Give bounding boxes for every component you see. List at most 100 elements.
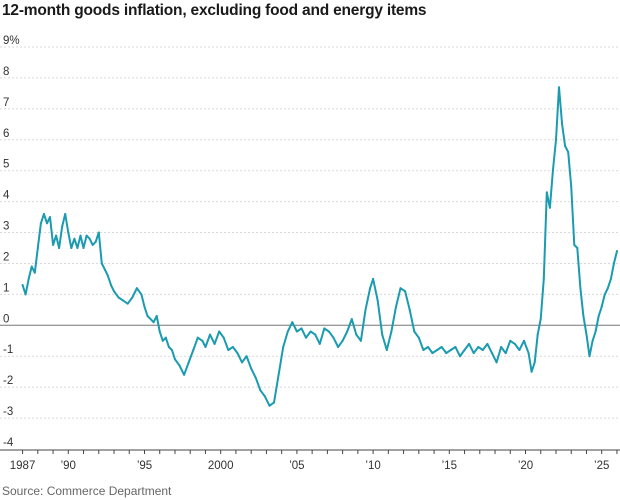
data-point [576, 247, 579, 249]
data-point [227, 349, 230, 352]
data-point [113, 290, 116, 293]
data-point [241, 361, 244, 364]
data-point [527, 352, 530, 355]
data-point [178, 364, 181, 367]
data-point [369, 287, 372, 290]
y-tick-label: 2 [3, 251, 9, 263]
data-point [170, 349, 173, 352]
data-point [500, 345, 503, 348]
data-point [376, 299, 379, 302]
data-point [39, 222, 42, 225]
data-point [309, 330, 312, 333]
data-point [218, 330, 221, 333]
data-point [495, 361, 498, 364]
data-point [295, 330, 298, 333]
data-point [404, 290, 407, 293]
data-point [558, 86, 561, 89]
data-point [612, 262, 615, 265]
data-point [332, 336, 335, 339]
data-point [149, 318, 152, 321]
data-point [513, 342, 516, 345]
data-point [259, 389, 262, 392]
x-axis [0, 324, 620, 454]
y-tick-label: -1 [3, 344, 13, 356]
x-tick-label: ’20 [518, 460, 533, 472]
data-point [286, 330, 289, 333]
data-point [364, 308, 367, 311]
data-point [91, 243, 94, 246]
data-point [158, 330, 161, 333]
data-point [213, 342, 216, 345]
data-point [323, 327, 326, 330]
data-point [97, 231, 100, 234]
data-point [94, 240, 97, 243]
data-point [454, 345, 457, 348]
data-point [155, 315, 158, 318]
data-point [146, 315, 149, 318]
data-point [545, 191, 548, 194]
data-point [314, 333, 317, 336]
data-point [131, 296, 134, 299]
data-point [79, 234, 82, 237]
data-point [551, 169, 554, 172]
data-point [263, 395, 266, 398]
y-tick-label: 0 [3, 313, 9, 325]
chart-title: 12-month goods inflation, excluding food… [2, 2, 427, 19]
data-point [140, 293, 143, 296]
data-point [161, 339, 164, 342]
data-point [490, 352, 493, 355]
data-point [561, 123, 564, 126]
data-point [481, 349, 484, 352]
data-point [122, 299, 125, 302]
data-point [21, 284, 24, 287]
data-point [49, 216, 52, 219]
data-point [458, 355, 461, 358]
data-point [117, 296, 120, 299]
data-point [594, 330, 597, 333]
data-point [522, 339, 525, 342]
data-point [305, 336, 308, 339]
y-tick-label: -3 [3, 406, 13, 418]
data-point [591, 339, 594, 342]
data-point [58, 247, 61, 249]
y-tick-label: 4 [3, 190, 10, 202]
data-point [250, 367, 253, 370]
data-point [355, 333, 358, 336]
data-point [573, 243, 576, 246]
data-point [164, 336, 167, 339]
x-tick-label: 1987 [10, 460, 36, 472]
data-point [359, 339, 362, 342]
data-point [440, 345, 443, 348]
data-point [135, 287, 138, 290]
x-tick-label: ’05 [289, 460, 304, 472]
data-point [231, 345, 234, 348]
data-point [372, 277, 375, 280]
data-point [346, 330, 349, 333]
data-point [341, 339, 344, 342]
data-point [192, 349, 195, 352]
series-line-0 [21, 86, 618, 407]
data-point [463, 349, 466, 352]
data-point [201, 339, 204, 342]
data-point [126, 302, 129, 305]
data-point [236, 352, 239, 355]
data-point [70, 247, 73, 249]
data-point [268, 404, 271, 407]
data-point [542, 277, 545, 280]
data-point [582, 315, 585, 318]
y-tick-label: 7 [3, 97, 9, 109]
data-point [88, 237, 91, 240]
data-point [606, 287, 609, 290]
data-point [530, 370, 533, 373]
data-point [76, 247, 79, 249]
data-point [570, 185, 573, 188]
data-point [143, 305, 146, 308]
y-tick-label: -2 [3, 375, 13, 387]
data-point [468, 342, 471, 345]
y-tick-label: -4 [3, 437, 14, 449]
data-point [73, 237, 76, 240]
data-point [390, 330, 393, 333]
data-point [436, 349, 439, 352]
x-tick-label: ’90 [61, 460, 76, 472]
